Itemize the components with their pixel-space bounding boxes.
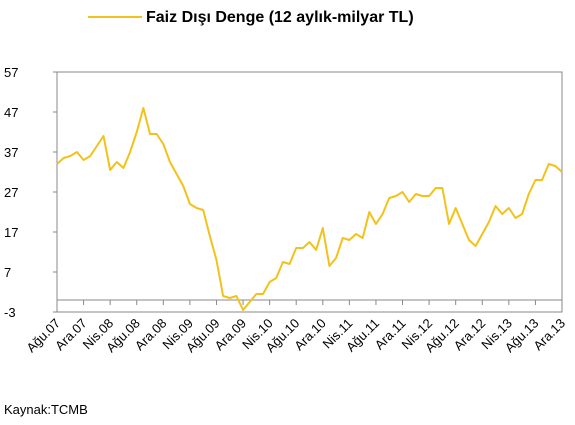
y-tick-label: 27 <box>4 185 18 200</box>
source-note: Kaynak:TCMB <box>4 402 88 417</box>
y-tick-label: 57 <box>4 65 18 80</box>
legend-label: Faiz Dışı Denge (12 aylık-milyar TL) <box>146 9 414 26</box>
y-tick-label: -3 <box>4 305 16 320</box>
x-tick-label: Ağu.07 <box>23 316 63 356</box>
plot-frame <box>56 71 563 313</box>
data-line <box>56 107 563 311</box>
y-tick-label: 37 <box>4 145 18 160</box>
y-tick-label: 47 <box>4 105 18 120</box>
y-tick-label: 17 <box>4 225 18 240</box>
y-tick-label: 7 <box>4 265 11 280</box>
